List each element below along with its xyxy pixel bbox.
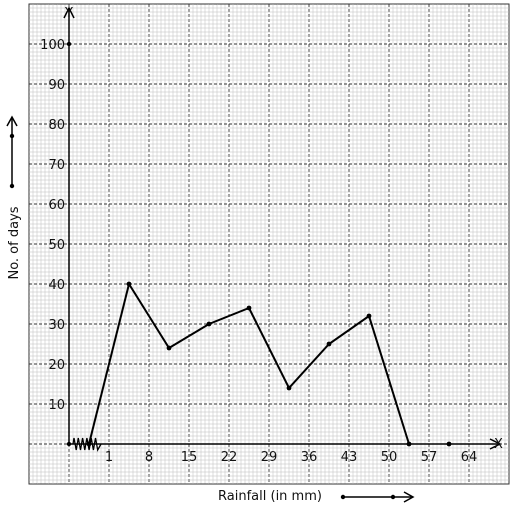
y-tick-label: 30: [48, 318, 65, 333]
data-point: [206, 321, 212, 327]
x-tick-label: 22: [221, 450, 238, 465]
data-point: [366, 313, 372, 319]
data-point: [326, 341, 332, 347]
x-axis-title: Rainfall (in mm): [218, 489, 322, 504]
y-tick-label: 50: [48, 238, 65, 253]
data-point: [406, 441, 412, 447]
x-axis-arrowhead: [489, 438, 502, 450]
y-axis-title: No. of days: [7, 206, 22, 279]
data-point: [286, 385, 292, 391]
y-tick-label: 40: [48, 278, 65, 293]
x-tick-label: 64: [461, 450, 478, 465]
x-axis-break-zigzag: [72, 437, 102, 452]
y-axis-top-point: [66, 41, 72, 47]
y-tick-label: 80: [48, 118, 65, 133]
data-point: [86, 441, 92, 447]
x-tick-label: 57: [421, 450, 438, 465]
y-direction-arrow: [6, 115, 18, 189]
x-tick-label: 50: [381, 450, 398, 465]
y-axis-arrowhead: [63, 6, 75, 19]
tick-labels: 1 8 15 22 29 36 43 50 57 64 10 20 30 40 50 60 70 80 90 100: [40, 38, 477, 465]
x-tick-label: 43: [341, 450, 358, 465]
x-tick-label: 15: [181, 450, 198, 465]
axes: [63, 6, 502, 452]
y-tick-label: 20: [48, 358, 65, 373]
x-axis-letter: X: [494, 437, 503, 452]
x-tick-label: 36: [301, 450, 318, 465]
data-point: [126, 281, 132, 287]
y-tick-label: 60: [48, 198, 65, 213]
x-tick-label: 29: [261, 450, 278, 465]
x-tick-label: 1: [105, 450, 113, 465]
origin-point: [66, 441, 72, 447]
y-tick-label: 100: [40, 38, 65, 53]
x-direction-arrow: [340, 491, 415, 503]
data-point: [166, 345, 172, 351]
y-tick-label: 10: [48, 398, 65, 413]
axis-point: [446, 441, 452, 447]
graph-paper-grid: [28, 3, 510, 485]
x-tick-label: 8: [145, 450, 153, 465]
y-axis-letter: Y: [64, 6, 73, 21]
y-tick-label: 90: [48, 78, 65, 93]
data-point: [246, 305, 252, 311]
frequency-polygon: [86, 281, 452, 447]
y-tick-label: 70: [48, 158, 65, 173]
